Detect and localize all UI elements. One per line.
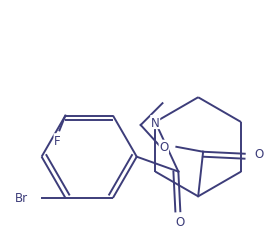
Text: O: O: [255, 148, 264, 160]
Text: O: O: [159, 141, 169, 154]
Text: F: F: [54, 134, 61, 147]
Text: O: O: [176, 215, 185, 228]
Text: N: N: [151, 116, 160, 129]
Text: Br: Br: [15, 192, 28, 204]
